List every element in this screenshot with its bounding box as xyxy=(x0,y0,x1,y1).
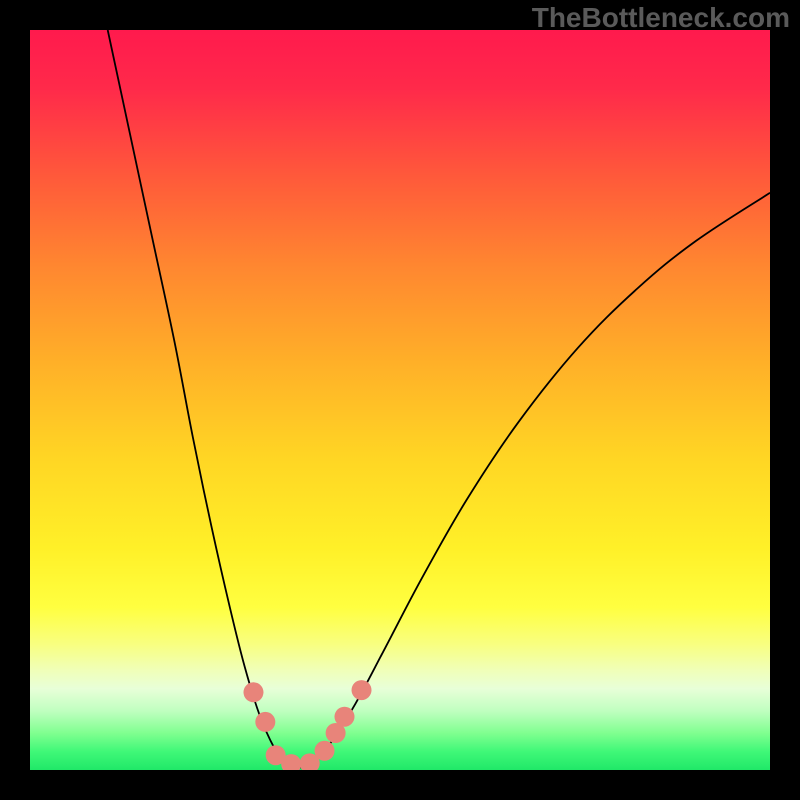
plot-area xyxy=(30,30,770,770)
data-marker xyxy=(352,680,372,700)
data-marker xyxy=(335,707,355,727)
data-marker xyxy=(243,682,263,702)
watermark-text: TheBottleneck.com xyxy=(532,2,790,34)
curve-overlay xyxy=(30,30,770,770)
bottleneck-curve xyxy=(108,30,770,768)
data-marker xyxy=(315,741,335,761)
data-marker xyxy=(255,712,275,732)
